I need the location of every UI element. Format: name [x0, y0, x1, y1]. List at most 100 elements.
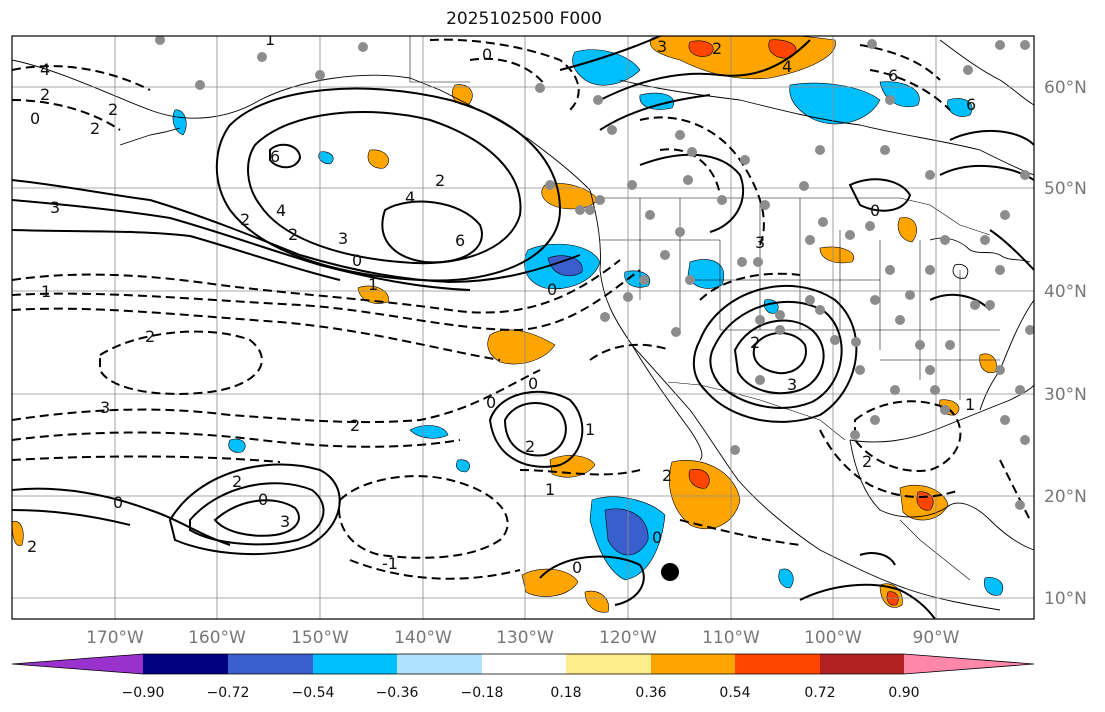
baja-peninsula — [631, 344, 703, 461]
fill-blob-orange-5 — [357, 285, 389, 304]
lat-label: 40°N — [1044, 282, 1087, 302]
fill-blob-cyan-5 — [639, 92, 675, 110]
dashed-contour — [519, 469, 641, 476]
contour-label: 1 — [585, 420, 595, 439]
solid-contour — [733, 319, 825, 395]
colorbar-tick-label: −0.90 — [122, 685, 165, 701]
contour-label: 2 — [862, 452, 872, 471]
fill-blob-red-3 — [688, 468, 710, 489]
contour-label: 0 — [528, 374, 538, 393]
solid-contour — [799, 583, 936, 619]
dashed-contour — [12, 259, 621, 314]
contour-label: 2 — [240, 210, 250, 229]
contour-label: 2 — [750, 333, 760, 352]
lat-label: 30°N — [1044, 385, 1087, 405]
contour-label: 3 — [280, 512, 290, 531]
colorbar-tick-label: 0.18 — [550, 685, 581, 701]
fill-blob-red — [688, 40, 714, 57]
solid-contour — [539, 555, 645, 606]
contour-label: 3 — [338, 229, 348, 248]
dashed-contour — [854, 400, 962, 472]
dashed-contour — [699, 272, 801, 301]
solid-contour — [12, 179, 581, 284]
lon-label: 150°W — [291, 628, 349, 648]
dashed-contour — [338, 475, 509, 559]
dashed-contour — [12, 431, 461, 448]
lat-label: 50°N — [1044, 179, 1087, 199]
solid-contour — [488, 390, 584, 468]
colorbar-swatch-10 — [904, 654, 1034, 674]
contour-label: 6 — [270, 147, 280, 166]
west-coast-na — [589, 189, 1001, 611]
mexico-gulf-coast — [849, 439, 1034, 551]
aleutian-chain — [119, 127, 181, 146]
solid-contour — [989, 229, 1034, 271]
colorbar-ticks: −0.90 −0.72 −0.54 −0.36 −0.18 0.18 0.36 … — [122, 685, 920, 701]
map-area — [12, 36, 1034, 619]
contour-label: 1 — [965, 395, 975, 414]
fill-blob-orange-17 — [979, 353, 997, 373]
lake-outline — [952, 263, 969, 279]
colorbar-outline — [11, 653, 1035, 675]
contour-label: 0 — [547, 280, 557, 299]
dashed-contours — [12, 38, 1031, 580]
fill-blob-cyan-12 — [228, 438, 246, 453]
contour-label: 2 — [27, 537, 37, 556]
contour-label: 1 — [41, 282, 51, 301]
fill-blob-orange-14 — [584, 590, 609, 613]
colorbar-swatch-3 — [313, 654, 397, 674]
lon-label: 100°W — [804, 628, 862, 648]
fill-blob-orange-7 — [897, 217, 917, 243]
contour-label: 2 — [350, 416, 360, 435]
center-marker — [661, 563, 679, 581]
solid-contour — [215, 87, 562, 282]
colorbar-swatch-6 — [566, 654, 651, 674]
contour-label: 0 — [258, 490, 268, 509]
contour-label: 2 — [232, 472, 242, 491]
lon-label: 130°W — [496, 628, 554, 648]
contour-label: 3 — [755, 233, 765, 252]
contour-label: 4 — [782, 57, 792, 76]
map-frame — [11, 35, 1035, 620]
box-alaska — [409, 36, 470, 83]
contour-label: 3 — [787, 375, 797, 394]
fill-blob-orange-6 — [819, 246, 855, 264]
contour-label: 0 — [652, 528, 662, 547]
alaska-coast — [12, 59, 591, 191]
solid-contour — [168, 463, 341, 556]
contour-label: 6 — [455, 231, 465, 250]
lat-label: 60°N — [1044, 78, 1087, 98]
solid-contour — [269, 143, 302, 169]
plot-title: 2025102500 F000 — [446, 9, 602, 29]
contour-label: 6 — [888, 66, 898, 85]
solid-contour — [599, 39, 811, 101]
latitude-labels: 60°N 50°N 40°N 30°N 20°N 10°N — [1044, 78, 1087, 609]
dashed-contour — [12, 269, 641, 332]
colorbar-swatch-0 — [12, 654, 143, 674]
solid-contour — [213, 499, 300, 537]
colorbar-swatch-1 — [143, 654, 228, 674]
fill-blob-cyan-2 — [789, 82, 881, 125]
contour-label: 2 — [712, 39, 722, 58]
dashed-contour — [349, 559, 521, 580]
contour-label: 2 — [145, 327, 155, 346]
contour-label: 1 — [265, 30, 275, 49]
longitude-labels: 170°W 160°W 150°W 140°W 130°W 120°W 110°… — [86, 628, 960, 648]
borders — [409, 36, 1000, 581]
dashed-contour — [12, 369, 541, 424]
colorbar-tick-label: 0.36 — [635, 685, 666, 701]
contour-label: 0 — [572, 558, 582, 577]
fill-blob-cyan-15 — [778, 568, 794, 589]
colorbar-tick-label: −0.18 — [461, 685, 504, 701]
solid-contour — [12, 229, 341, 281]
station-dots — [155, 36, 1034, 510]
hudson-bay-area — [939, 39, 1034, 106]
solid-contour — [949, 129, 1034, 146]
lat-label: 10°N — [1044, 589, 1087, 609]
solid-contour — [599, 94, 711, 131]
solid-contour — [12, 509, 131, 526]
colorbar-swatch-4 — [397, 654, 482, 674]
fill-blob-cyan-7 — [318, 151, 334, 165]
contour-label: 3 — [100, 398, 110, 417]
